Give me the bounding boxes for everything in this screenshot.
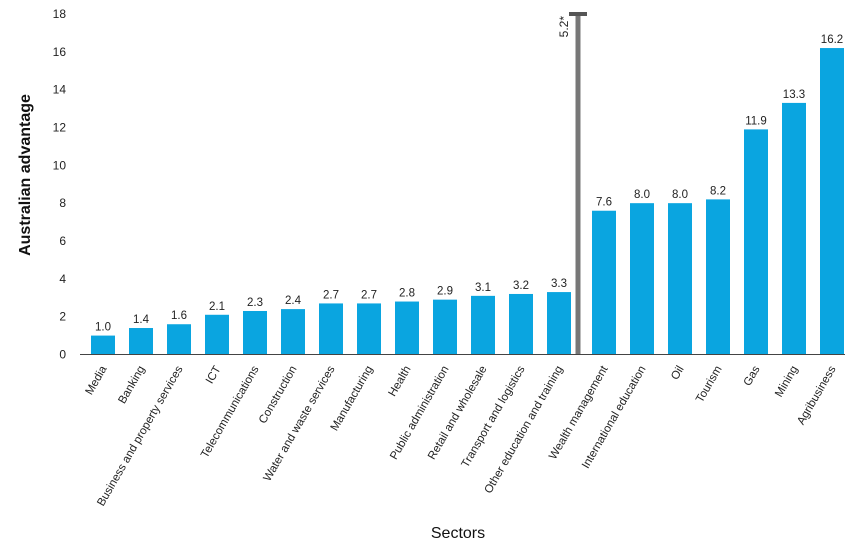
data-label: 2.7: [361, 289, 377, 301]
bar: [706, 199, 730, 355]
data-label: 3.2: [513, 280, 529, 292]
x-tick-label: Mining: [773, 364, 800, 399]
data-label: 13.3: [783, 89, 805, 101]
x-tick-label: Business and property services: [95, 364, 185, 509]
bar: [630, 203, 654, 355]
data-label: 11.9: [745, 115, 767, 127]
x-tick-label: Gas: [742, 364, 763, 388]
x-tick-label: Other education and training: [483, 364, 566, 496]
y-tick-label: 4: [59, 272, 66, 286]
y-axis-ticks: 0 2 4 6 8 10 12 14 16 18: [53, 7, 67, 362]
divider-bar: [575, 14, 581, 355]
bar: [395, 301, 419, 355]
bar: [433, 299, 457, 355]
bar: [668, 203, 692, 355]
x-tick-label: ICT: [204, 364, 224, 386]
data-label: 3.1: [475, 282, 491, 294]
x-tick-label: Agribusiness: [795, 364, 838, 427]
y-tick-label: 6: [59, 234, 66, 248]
data-label: 1.6: [171, 310, 187, 322]
data-label: 2.7: [323, 289, 339, 301]
bar: [319, 303, 343, 355]
data-label: 2.3: [247, 297, 263, 309]
data-label: 8.2: [710, 185, 726, 197]
data-label: 2.9: [437, 286, 453, 298]
bar: [205, 314, 229, 355]
x-tick-label: Tourism: [694, 364, 725, 405]
y-tick-label: 18: [53, 7, 67, 21]
y-tick-label: 0: [59, 348, 66, 362]
bar: [592, 210, 616, 355]
bar: [744, 129, 768, 355]
bar: [281, 309, 305, 355]
bars: [91, 48, 844, 355]
bar: [243, 310, 267, 355]
data-label: 1.0: [95, 322, 111, 334]
data-labels: 1.0 1.4 1.6 2.1 2.3 2.4 2.7 2.7 2.8 2.9 3.1 3.2 3.3 7…: [95, 34, 843, 334]
y-tick-label: 14: [53, 83, 67, 97]
data-label: 8.0: [672, 189, 688, 201]
x-tick-label: Construction: [257, 364, 300, 426]
data-label: 2.8: [399, 288, 415, 300]
divider: 5.2*: [557, 12, 587, 355]
divider-label: 5.2*: [557, 16, 571, 38]
x-tick-label: Oil: [669, 364, 686, 382]
bar: [357, 303, 381, 355]
x-tick-label: Media: [84, 363, 110, 397]
x-tick-label: Banking: [116, 364, 147, 406]
data-label: 2.1: [209, 301, 225, 313]
y-tick-label: 10: [53, 158, 67, 172]
bar: [820, 48, 844, 355]
x-tick-label: Water and waste services: [262, 364, 338, 484]
bar: [547, 292, 571, 355]
x-tick-label: Manufacturing: [329, 364, 376, 433]
divider-cap: [569, 12, 587, 16]
data-label: 3.3: [551, 278, 567, 290]
data-label: 16.2: [821, 34, 843, 46]
y-tick-label: 2: [59, 310, 66, 324]
y-tick-label: 16: [53, 45, 67, 59]
bar: [91, 335, 115, 355]
data-label: 1.4: [133, 314, 150, 326]
bar: [129, 328, 153, 355]
y-tick-label: 8: [59, 196, 66, 210]
bar: [509, 293, 533, 355]
data-label: 7.6: [596, 197, 612, 209]
x-tick-label: Health: [387, 364, 414, 399]
bar: [782, 102, 806, 355]
x-axis-title: Sectors: [431, 525, 485, 542]
y-tick-label: 12: [53, 121, 67, 135]
data-label: 2.4: [285, 295, 302, 307]
data-label: 8.0: [634, 189, 650, 201]
y-axis-title: Australian advantage: [17, 94, 34, 256]
bar: [471, 295, 495, 355]
bar: [167, 324, 191, 355]
